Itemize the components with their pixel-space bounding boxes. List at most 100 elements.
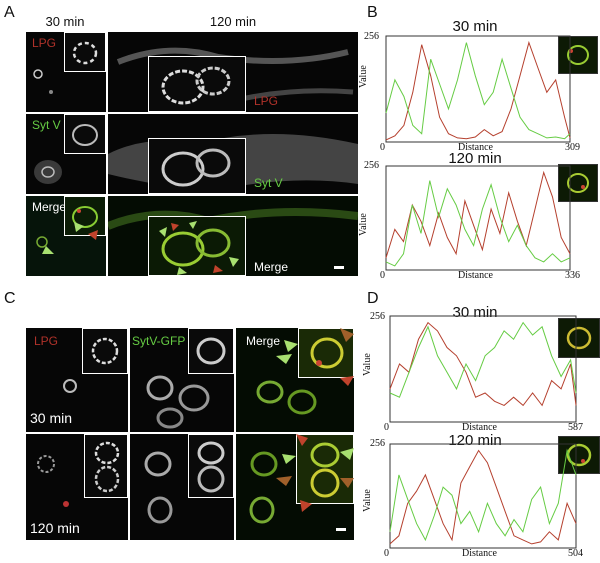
panelA-sytv-label: Syt V	[32, 118, 61, 132]
panelA-sytv-120-inset	[148, 138, 246, 194]
chartD30-plot	[389, 315, 577, 423]
panelA-sytv-120-label: Syt V	[254, 176, 283, 190]
chartB30-xlabel: Distance	[458, 142, 493, 153]
chartB30-x-tick-start: 0	[380, 142, 385, 153]
chartB30-ylabel: Value	[358, 65, 369, 88]
chartD30-ylabel: Value	[362, 353, 373, 376]
cell-thumbnail-icon	[566, 443, 592, 467]
panelC-row-label-30: 30 min	[30, 410, 73, 426]
chartD120-xlabel: Distance	[462, 548, 497, 559]
chartD30-x-tick-end: 587	[568, 422, 583, 433]
cell-cluster-icon	[33, 69, 53, 94]
panelC-merge-120-image	[236, 434, 354, 540]
vacuole-outline-icon	[159, 221, 239, 275]
cell-cluster-icon	[63, 379, 77, 393]
panelA-sytv-30-inset	[64, 114, 106, 154]
cell-outline-icon	[72, 206, 98, 228]
chartB120-ylabel: Value	[358, 213, 369, 236]
series-line-0	[389, 321, 577, 407]
chart-frame	[385, 35, 571, 143]
chartD120-plot	[389, 443, 577, 549]
panel-label-c: C	[4, 290, 16, 307]
chartB30-y-tick-top: 256	[364, 31, 379, 42]
panelA-merge-30-inset	[64, 196, 106, 236]
panelC-row-label-120: 120 min	[30, 520, 80, 536]
chartB120-cell-thumbnail	[558, 164, 598, 202]
chartB120-xlabel: Distance	[458, 270, 493, 281]
panelC-sytv-30-image: SytV-GFP	[130, 328, 234, 432]
panelC-merge-label: Merge	[246, 334, 281, 348]
chartB30-x-tick-end: 309	[565, 142, 580, 153]
panelA-col-title-120: 120 min	[209, 14, 257, 29]
panelC-sytv-120-inset	[188, 434, 234, 498]
scale-bar	[334, 266, 344, 269]
chartB30-title: 30 min	[452, 18, 498, 35]
cell-cluster-icon	[144, 451, 173, 524]
series-line-0	[389, 449, 577, 545]
panelA-lpg-30-inset	[64, 32, 106, 72]
panelC-sytv-30-inset	[188, 328, 234, 374]
chartB120-y-tick-top: 256	[364, 160, 379, 171]
chartD120-x-tick-end: 504	[568, 548, 583, 559]
panelC-sytv-120-image	[130, 434, 234, 540]
panelC-lpg-label: LPG	[34, 334, 59, 348]
vacuole-outline-icon	[161, 66, 231, 105]
panelC-sytv-label: SytV-GFP	[132, 334, 186, 348]
cell-outline-icon	[196, 337, 226, 365]
chart-frame	[389, 443, 577, 549]
cell-thumbnail-icon	[566, 326, 592, 350]
panelA-lpg-label: LPG	[32, 36, 57, 50]
chartD120-x-tick-start: 0	[384, 548, 389, 559]
arrowhead-icon	[36, 222, 98, 254]
panelA-merge-120-inset	[148, 216, 246, 276]
chartD120-title: 120 min	[448, 432, 502, 449]
vacuole-outline-icon	[161, 148, 231, 187]
panelC-lpg-120-inset	[84, 434, 128, 498]
chartD120-ylabel: Value	[362, 489, 373, 512]
chartB120-title: 120 min	[448, 150, 502, 167]
panel-label-d: D	[367, 290, 379, 307]
series-line-1	[389, 448, 577, 542]
chartD30-xlabel: Distance	[462, 422, 497, 433]
cell-outline-icon	[310, 337, 344, 369]
panelA-lpg-120-inset	[148, 56, 246, 112]
chartB120-plot	[385, 165, 571, 271]
panelC-merge-120-inset	[296, 434, 354, 504]
vacuole-outline-icon	[310, 442, 340, 498]
panelA-lpg-120-image: LPG	[108, 32, 358, 112]
cell-outline-icon	[91, 337, 119, 365]
panel-label-b: B	[367, 4, 378, 21]
cell-cluster-icon	[37, 455, 69, 507]
series-line-1	[385, 180, 571, 267]
vacuole-outline-icon	[94, 441, 120, 493]
chartD30-x-tick-start: 0	[384, 422, 389, 433]
panelA-merge-30-image: Merge	[26, 196, 106, 276]
chartD30-y-tick-top: 256	[370, 311, 385, 322]
panelA-col-title-30: 30 min	[45, 14, 85, 29]
chart-frame	[389, 315, 577, 423]
panel-label-a: A	[4, 4, 15, 21]
panelA-lpg-120-label: LPG	[254, 94, 279, 108]
cell-cluster-icon	[146, 375, 210, 429]
chartD120-cell-thumbnail	[558, 436, 600, 474]
panelA-lpg-30-image: LPG	[26, 32, 106, 112]
panelA-merge-label: Merge	[32, 200, 67, 214]
arrowhead-icon	[249, 434, 354, 524]
series-line-0	[385, 40, 571, 141]
chartB120-x-tick-start: 0	[380, 270, 385, 281]
chartD30-title: 30 min	[452, 304, 498, 321]
chartB120-x-tick-end: 336	[565, 270, 580, 281]
panelA-merge-120-label: Merge	[254, 260, 289, 274]
cell-thumbnail-icon	[567, 173, 589, 193]
panelC-lpg-30-inset	[82, 328, 128, 374]
panelC-lpg-30-image: LPG 30 min	[26, 328, 128, 432]
panelA-merge-120-image: Merge	[108, 196, 358, 276]
panelA-sytv-120-image: Syt V	[108, 114, 358, 194]
panelA-sytv-30-image: Syt V	[26, 114, 106, 194]
cell-outline-icon	[72, 124, 98, 146]
scale-bar	[336, 528, 346, 531]
cell-outline-icon	[72, 41, 98, 65]
series-line-0	[385, 170, 571, 258]
panelC-merge-30-image: Merge	[236, 328, 354, 432]
cell-cluster-icon	[34, 160, 62, 184]
